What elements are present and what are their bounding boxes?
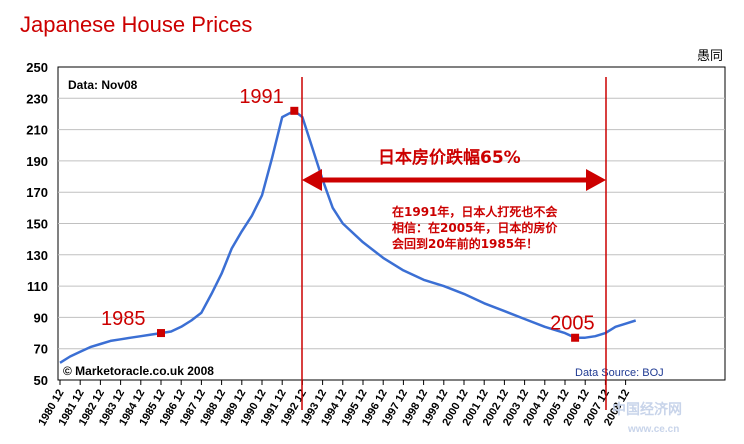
corner-label: 愚同 [697,49,723,64]
y-tick-label: 50 [34,373,48,388]
watermark-sub: www.ce.cn [627,424,679,435]
watermark: 中国经济网 [612,401,682,417]
source-text: Data Source: BOJ [575,367,664,379]
annotation-label: 2005 [550,313,595,335]
y-tick-label: 150 [26,217,48,232]
y-tick-label: 210 [26,123,48,138]
year-annotations: 1985 1991 2005 [101,86,595,342]
y-tick-label: 110 [27,279,48,294]
y-tick-label: 90 [34,310,48,325]
note-line-3: 会回到20年前的1985年！ [392,236,538,251]
note-line-1: 在1991年，日本人打死也不会 [392,204,558,219]
annotation-marker [571,333,580,342]
y-tick-label: 230 [26,91,48,106]
y-tick-label: 190 [26,154,48,169]
copyright-text: © Marketoracle.co.uk 2008 [63,364,214,378]
annotation-label: 1985 [101,308,146,330]
y-axis: 250 230 210 190 170 150 130 110 90 70 50 [26,60,48,388]
note-line-2: 相信：在2005年，日本的房价 [392,220,558,235]
y-tick-label: 70 [34,342,48,357]
annotation-marker [290,106,299,115]
data-note: Data: Nov08 [68,78,138,92]
gridlines [58,97,725,350]
y-tick-label: 250 [26,60,48,75]
chart-title: Japanese House Prices [20,12,252,37]
y-tick-label: 130 [26,248,48,263]
annotation-label: 1991 [239,86,284,108]
drop-label: 日本房价跌幅65% [378,147,521,168]
annotation-marker [157,329,165,338]
y-tick-label: 170 [26,185,48,200]
drop-arrow [302,169,606,191]
